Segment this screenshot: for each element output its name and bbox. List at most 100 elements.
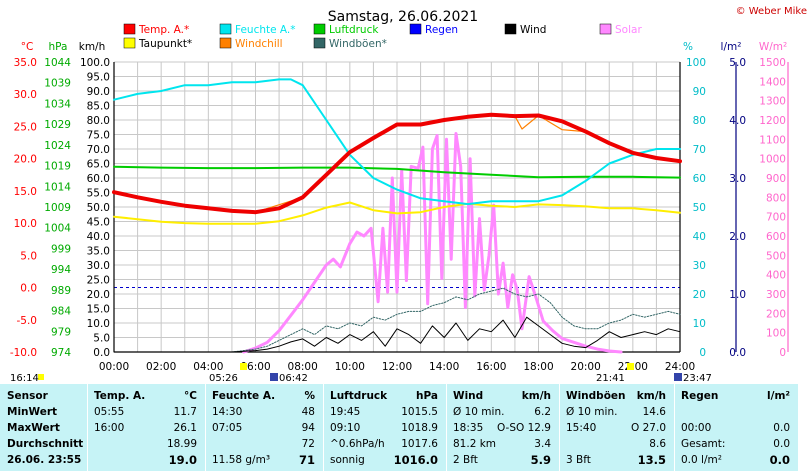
column-header: Feuchte A. bbox=[212, 390, 276, 402]
tick-label-solar: 100 bbox=[766, 328, 786, 340]
cell-value: 6.2 bbox=[534, 406, 551, 418]
legend-swatch bbox=[313, 23, 326, 35]
chart-series bbox=[112, 78, 682, 354]
tick-label-rain: 1.0 bbox=[729, 289, 746, 301]
stats-column: Temp. A. °C 05:55 11.7 16:00 26.1 18.99 19.0 bbox=[88, 384, 206, 471]
chart-title: Samstag, 26.06.2021 bbox=[328, 9, 478, 25]
column-unit: km/h bbox=[636, 390, 666, 402]
tick-label-x: 06:00 bbox=[240, 361, 270, 373]
tick-label-percent: 80 bbox=[693, 115, 706, 127]
tick-label-solar: 400 bbox=[766, 270, 786, 282]
cell-value: 8.6 bbox=[649, 438, 666, 450]
legend-swatch bbox=[123, 23, 136, 35]
row-label-max: MaxWert bbox=[7, 422, 60, 434]
tick-label-kmh: 5.0 bbox=[93, 333, 110, 345]
tick-label-x: 00:00 bbox=[99, 361, 129, 373]
tick-label-kmh: 25.0 bbox=[87, 275, 110, 287]
cell-value: 5.9 bbox=[530, 453, 551, 467]
legend-label: Taupunkt* bbox=[138, 38, 192, 50]
credit-label: © Weber Mike bbox=[736, 6, 807, 17]
cell-value: 71 bbox=[298, 453, 315, 467]
tick-label-percent: 50 bbox=[693, 202, 706, 214]
row-label-current: 26.06. 23:55 bbox=[7, 454, 82, 466]
chart-legend: Temp. A.* Feuchte A.* Luftdruck Regen Wind So… bbox=[123, 23, 642, 50]
axis-unit-rain: l/m² bbox=[721, 41, 742, 53]
cell-label: ^0.6hPa/h bbox=[330, 438, 385, 450]
tick-label-celsius: 0.0 bbox=[20, 283, 37, 295]
tick-label-hpa: 989 bbox=[51, 285, 71, 297]
cell-label: Gesamt: bbox=[681, 438, 726, 450]
tick-label-x: 08:00 bbox=[288, 361, 318, 373]
tick-label-percent: 20 bbox=[693, 289, 706, 301]
tick-label-percent: 0 bbox=[699, 347, 706, 359]
tick-label-hpa: 1039 bbox=[44, 78, 71, 90]
row-label-min: MinWert bbox=[7, 406, 58, 418]
cell-value: 13.5 bbox=[637, 453, 666, 467]
sunrise-icon bbox=[240, 363, 247, 370]
tick-label-kmh: 0.0 bbox=[93, 347, 110, 359]
tick-label-kmh: 15.0 bbox=[87, 304, 110, 316]
legend-label: Regen bbox=[425, 24, 458, 36]
tick-label-x: 18:00 bbox=[523, 361, 553, 373]
moonrise-icon bbox=[270, 373, 278, 381]
sun-indicator-left bbox=[38, 374, 44, 380]
series-line-luftdruck bbox=[113, 165, 681, 179]
tick-label-percent: 40 bbox=[693, 231, 706, 243]
tick-label-x: 14:00 bbox=[429, 361, 459, 373]
cell-label: 16:00 bbox=[94, 422, 125, 434]
moonset-time: 23:47 bbox=[683, 373, 712, 384]
tick-label-kmh: 70.0 bbox=[87, 144, 110, 156]
cell-value: 26.1 bbox=[173, 422, 197, 434]
tick-label-rain: 4.0 bbox=[729, 115, 746, 127]
tick-label-solar: 900 bbox=[766, 173, 786, 185]
stats-column: Wind km/h Ø 10 min. 6.2 18:35 O-SO 12.9 81.2 k… bbox=[447, 384, 560, 471]
cell-label: 09:10 bbox=[330, 422, 361, 434]
cell-value: 72 bbox=[301, 438, 315, 450]
cell-label: 11.58 g/m³ bbox=[212, 454, 271, 466]
tick-label-hpa: 974 bbox=[51, 347, 71, 359]
series-line-temp-a bbox=[112, 112, 682, 215]
tick-label-solar: 300 bbox=[766, 289, 786, 301]
column-header: Wind bbox=[453, 390, 484, 402]
tick-label-kmh: 50.0 bbox=[87, 202, 110, 214]
sunset-time: 21:41 bbox=[596, 373, 625, 384]
tick-label-kmh: 65.0 bbox=[87, 159, 110, 171]
cell-label: 3 Bft bbox=[566, 454, 591, 466]
tick-label-rain: 3.0 bbox=[729, 173, 746, 185]
series-line-taupunkt bbox=[113, 201, 681, 225]
column-header: Windböen bbox=[566, 390, 626, 402]
cell-label: 81.2 km bbox=[453, 438, 497, 450]
tick-label-celsius: 20.0 bbox=[14, 154, 37, 166]
cell-value: 19.0 bbox=[168, 453, 197, 467]
tick-label-x: 16:00 bbox=[476, 361, 506, 373]
tick-label-percent: 60 bbox=[693, 173, 706, 185]
tick-label-kmh: 90.0 bbox=[87, 86, 110, 98]
tick-label-percent: 100 bbox=[686, 57, 706, 69]
cell-label: 14:30 bbox=[212, 406, 243, 418]
legend-label: Feuchte A.* bbox=[235, 24, 296, 36]
tick-label-solar: 600 bbox=[766, 231, 786, 243]
tick-label-kmh: 85.0 bbox=[87, 101, 110, 113]
tick-label-kmh: 20.0 bbox=[87, 289, 110, 301]
legend-swatch bbox=[219, 37, 232, 49]
stats-column: Windböen km/h Ø 10 min. 14.6 15:40 O 27.0 8.6 3… bbox=[560, 384, 675, 471]
legend-label: Solar bbox=[615, 24, 642, 36]
tick-label-kmh: 45.0 bbox=[87, 217, 110, 229]
chart-grid bbox=[113, 61, 681, 353]
tick-label-percent: 30 bbox=[693, 260, 706, 272]
tick-label-solar: 1500 bbox=[759, 57, 786, 69]
axis-unit-hpa: hPa bbox=[49, 41, 68, 53]
cell-value: 18.99 bbox=[166, 438, 197, 450]
tick-label-celsius: 30.0 bbox=[14, 89, 37, 101]
column-unit: hPa bbox=[416, 390, 438, 402]
column-header: Luftdruck bbox=[330, 390, 388, 402]
tick-label-hpa: 1004 bbox=[44, 223, 71, 235]
stats-column: Feuchte A.% 14:30 48 07:05 94 72 11.58 g/m³ 71 bbox=[206, 384, 324, 471]
tick-label-x: 20:00 bbox=[571, 361, 601, 373]
tick-label-celsius: 35.0 bbox=[14, 57, 37, 69]
cell-value: 1015.5 bbox=[401, 406, 438, 418]
tick-label-kmh: 55.0 bbox=[87, 188, 110, 200]
sunrise-time: 05:26 bbox=[209, 373, 238, 384]
row-labels-column: Sensor MinWert MaxWert Durchschnitt 26.0… bbox=[0, 384, 88, 471]
